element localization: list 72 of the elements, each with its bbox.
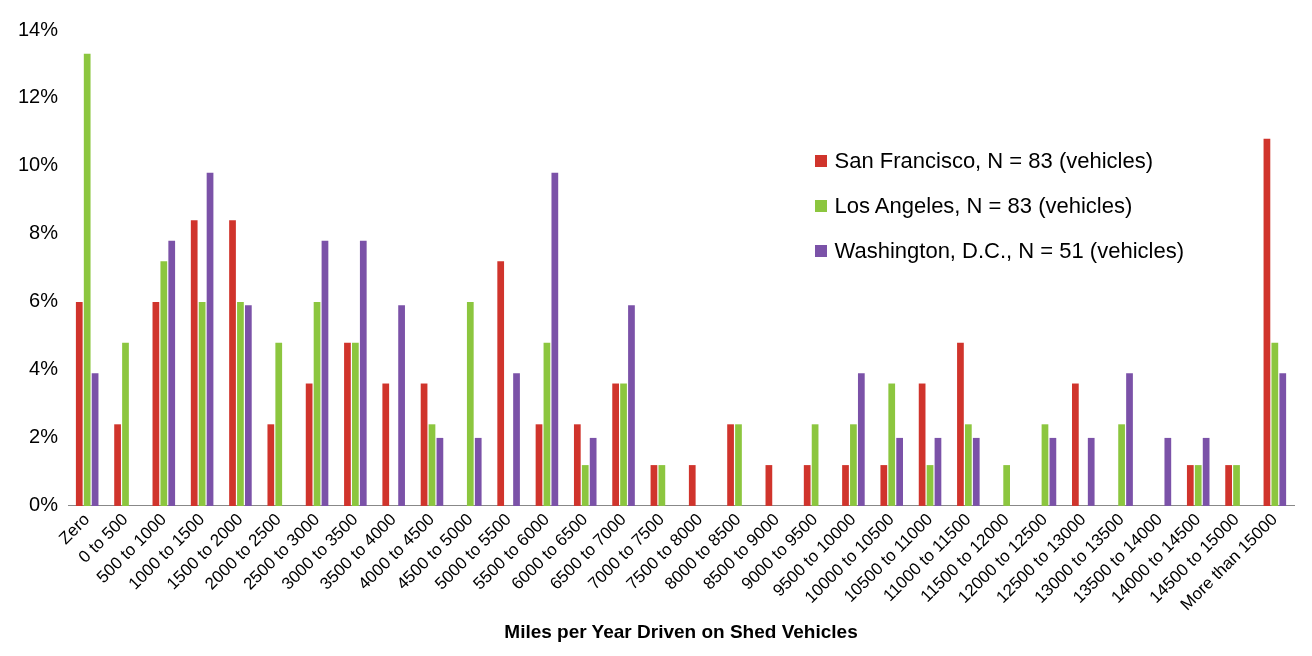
bar [305,383,313,506]
bar [972,437,980,506]
bar [382,383,390,506]
y-tick-label: 6% [29,289,59,312]
bar [573,424,581,506]
bar [229,220,236,506]
bar [688,465,696,506]
bar [352,342,359,506]
bar [160,261,168,506]
bar [1164,437,1172,506]
bar [168,240,176,506]
bar [811,424,819,506]
bar [428,424,436,506]
bar [83,53,91,506]
bar [1118,424,1125,506]
bar [474,437,482,506]
bar [237,301,244,506]
y-tick-label: 2% [29,425,59,448]
bar [888,383,896,506]
bar [620,383,627,506]
bar [1126,373,1133,506]
bar [727,424,734,506]
bar [628,305,635,506]
bar [1279,373,1287,506]
y-tick-label: 8% [29,221,59,244]
bar [1072,383,1079,506]
y-tick-label: 4% [29,357,59,380]
bar [497,261,505,506]
bar [1194,465,1202,506]
bar [1087,437,1095,506]
bar [842,465,849,506]
bar [513,373,520,506]
bar [1225,465,1232,506]
bar [1233,465,1240,506]
bar [850,424,857,506]
bar [122,342,129,506]
bar [535,424,543,506]
y-tick-label: 14% [18,17,59,40]
bar [359,240,367,506]
legend-label: Los Angeles, N = 83 (vehicles) [834,192,1133,220]
bar [244,305,252,506]
bar [880,465,888,506]
bar [1271,342,1279,506]
bar [896,437,904,506]
bar [1003,465,1011,506]
bar [803,465,811,506]
bar [114,424,121,506]
y-tick-label: 10% [18,153,59,176]
x-axis-title: Miles per Year Driven on Shed Vehicles [504,620,858,642]
legend-label: San Francisco, N = 83 (vehicles) [834,147,1154,175]
y-tick-label: 12% [18,85,59,108]
y-tick-label: 0% [29,493,59,516]
bar [957,342,964,506]
bar [267,424,275,506]
bar [589,437,597,506]
bar [612,383,619,506]
bar [275,342,283,506]
bar [344,342,351,506]
bar [1186,465,1194,506]
bar [857,373,865,506]
bar [398,305,405,506]
bar [75,301,83,506]
bar [190,220,198,506]
bar [581,465,589,506]
bar [466,301,474,506]
bar [964,424,972,506]
bar [1202,437,1210,506]
bar [1041,424,1049,506]
legend-label: Washington, D.C., N = 51 (vehicles) [834,237,1184,265]
bar [658,465,666,506]
bar [735,424,742,506]
bar [551,172,559,506]
